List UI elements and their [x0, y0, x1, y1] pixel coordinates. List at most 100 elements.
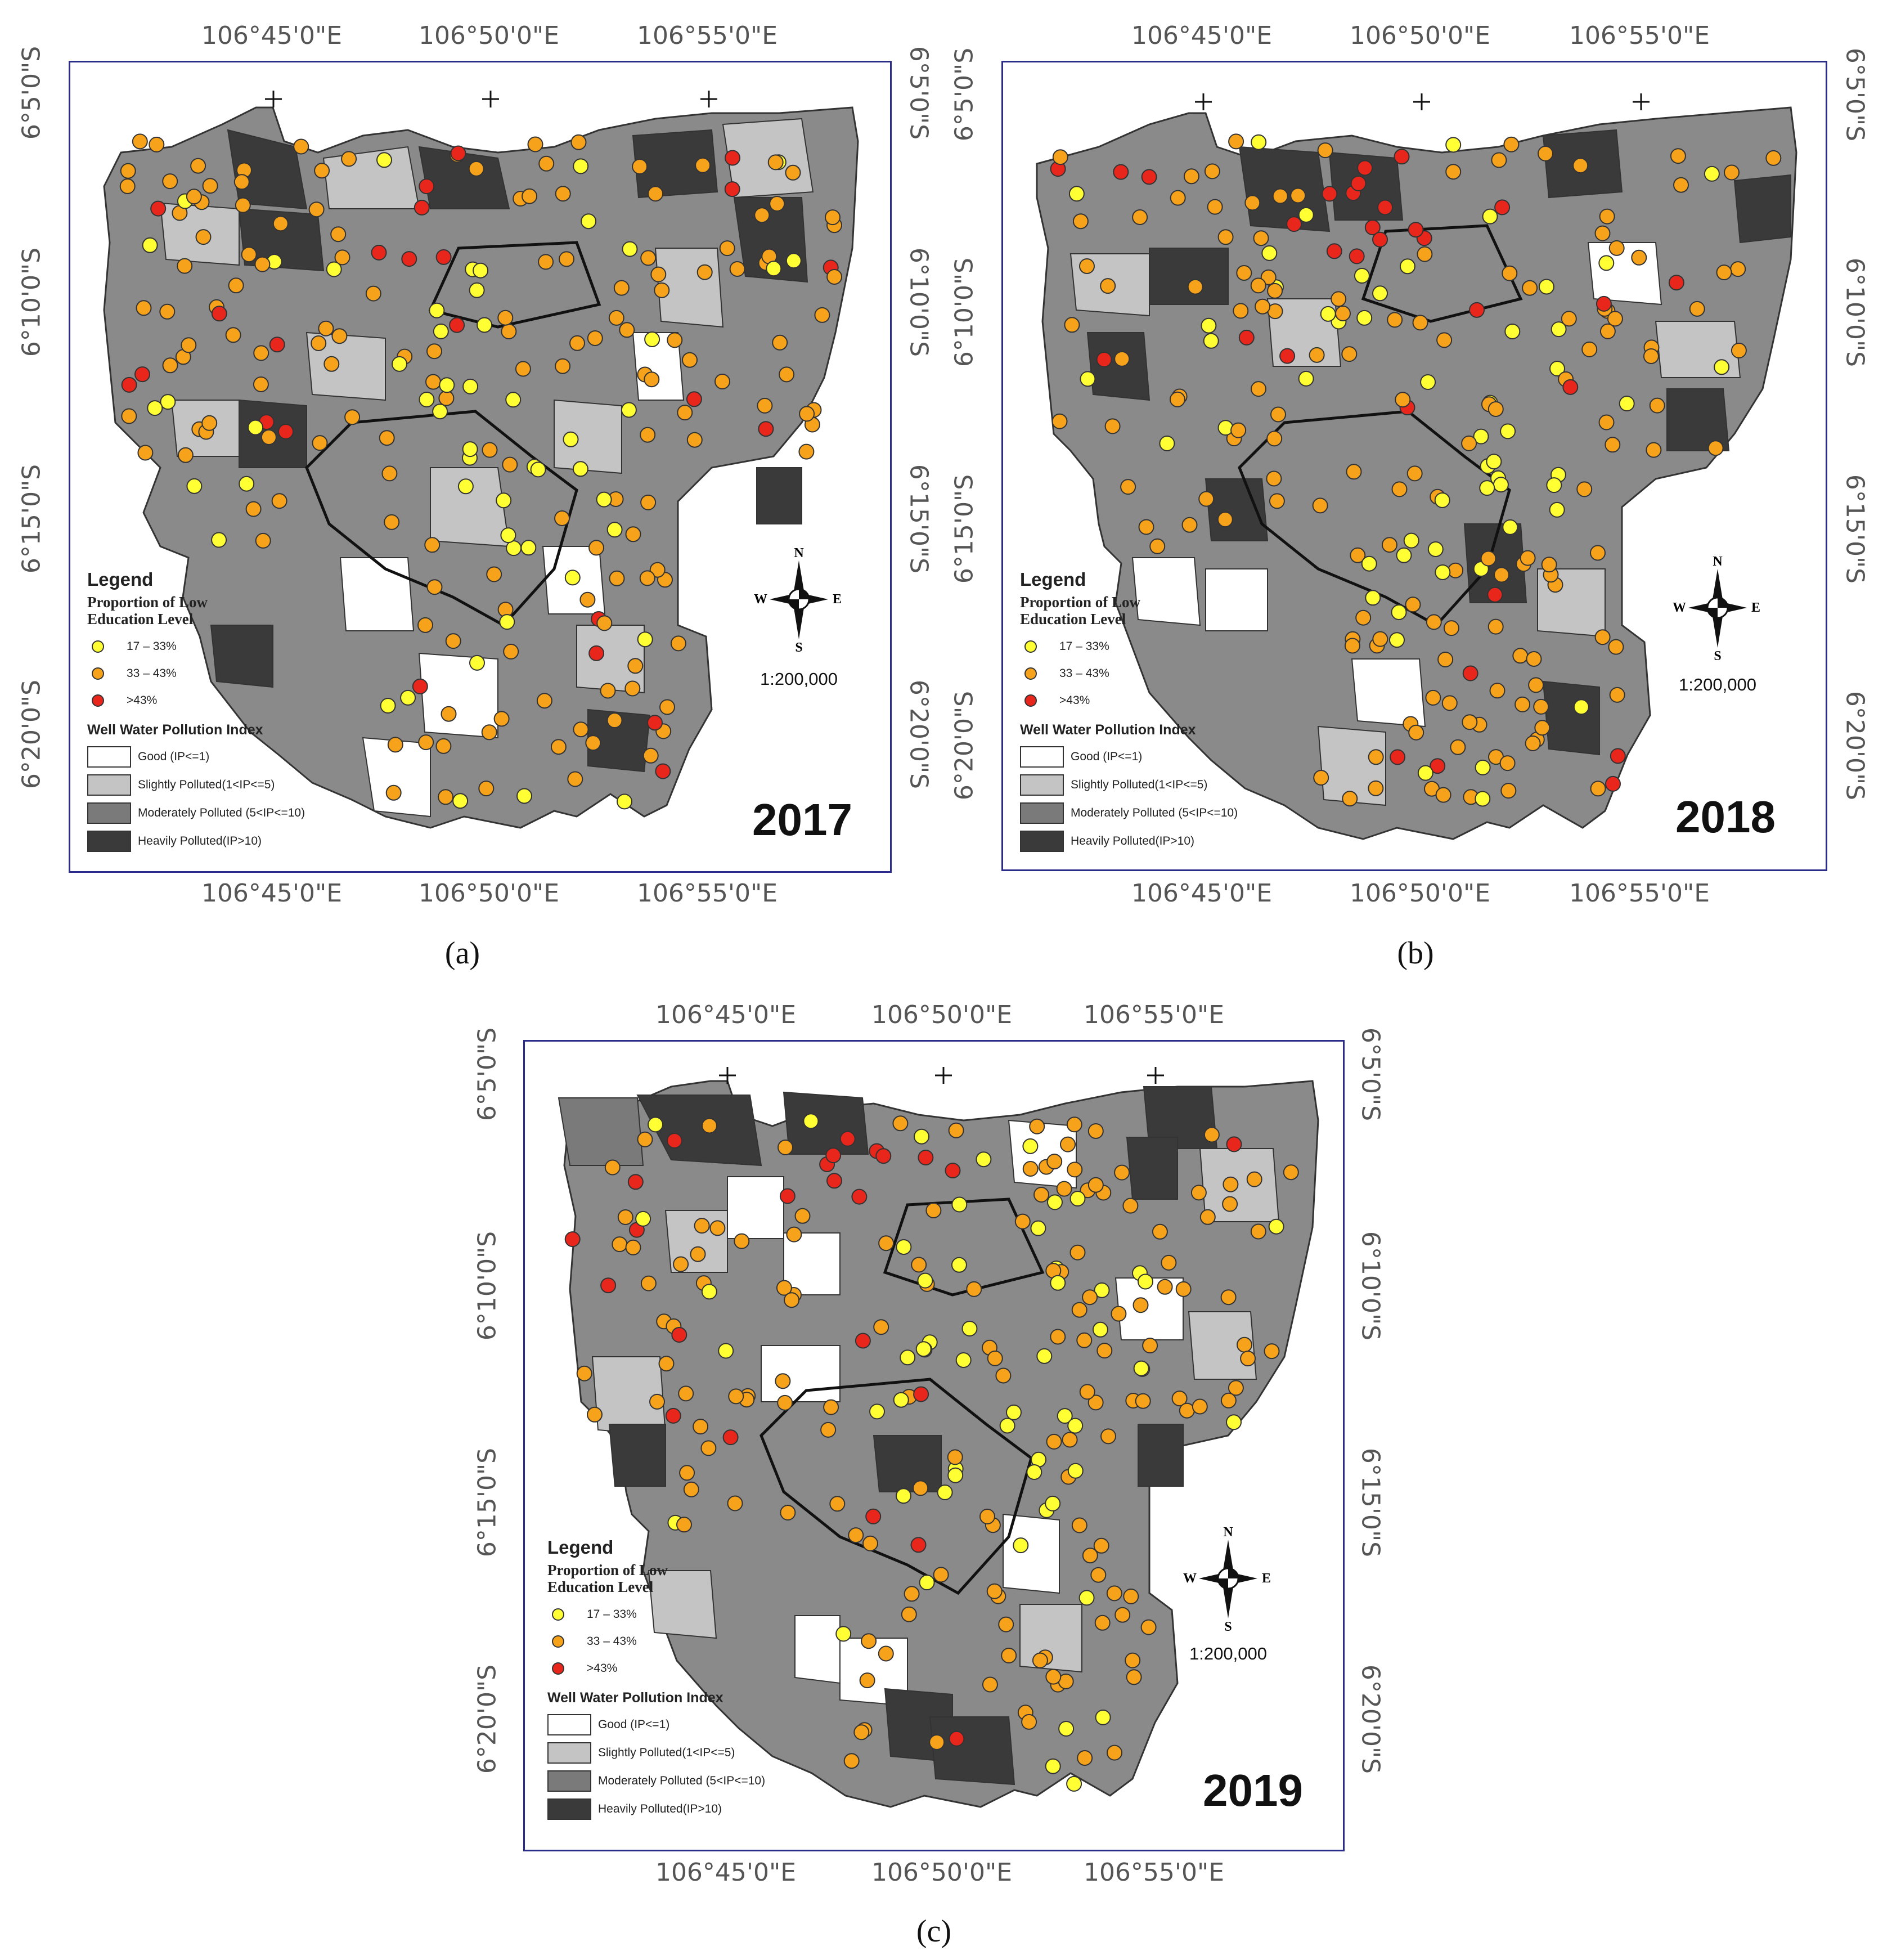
education-marker — [859, 1672, 875, 1689]
education-marker — [1279, 348, 1296, 364]
education-marker — [814, 307, 830, 323]
education-marker — [1133, 1360, 1149, 1376]
education-marker — [1203, 333, 1219, 349]
legend-label: Moderately Polluted (5<IP<=10) — [598, 1774, 766, 1787]
education-marker — [1643, 348, 1659, 364]
education-marker — [666, 1133, 682, 1149]
education-marker — [1434, 492, 1450, 508]
education-marker — [563, 431, 579, 447]
education-marker — [1619, 396, 1635, 412]
lat-label-left: 6°15'0"S — [17, 464, 46, 574]
education-marker — [875, 1148, 892, 1164]
education-marker — [1045, 1758, 1061, 1774]
education-marker — [1489, 683, 1505, 699]
education-marker — [400, 689, 416, 706]
education-marker — [481, 724, 497, 741]
education-marker — [1036, 1348, 1053, 1364]
education-marker — [195, 229, 212, 245]
education-marker — [1357, 160, 1373, 176]
education-marker — [855, 1333, 871, 1349]
education-marker — [1335, 306, 1351, 321]
education-marker — [581, 213, 597, 230]
slight-swatch — [547, 1742, 591, 1764]
legend-education-low: 17 – 33% — [547, 1601, 765, 1628]
education-marker — [1502, 265, 1518, 281]
education-marker — [904, 1586, 920, 1602]
legend-label: Good (IP<=1) — [598, 1718, 670, 1731]
education-marker — [150, 200, 167, 217]
education-marker — [878, 1645, 894, 1662]
education-marker — [1546, 477, 1562, 494]
education-marker — [1106, 1585, 1122, 1602]
education-marker — [1412, 315, 1428, 331]
education-marker — [1260, 269, 1277, 285]
education-marker — [435, 249, 452, 265]
lon-label-bottom: 106°45'0"E — [201, 879, 343, 908]
moderate-swatch — [1020, 802, 1064, 824]
education-marker — [253, 376, 269, 392]
education-marker — [1152, 1223, 1168, 1240]
education-marker — [177, 447, 194, 463]
slight-swatch — [1020, 774, 1064, 796]
map-frame: Legend Proportion of Low Education Level … — [1001, 61, 1827, 871]
education-marker — [1283, 1164, 1299, 1181]
education-marker — [694, 1218, 710, 1234]
education-marker — [640, 494, 657, 510]
education-marker — [486, 566, 502, 582]
legend-label: Moderately Polluted (5<IP<=10) — [1071, 806, 1238, 819]
lat-label-left: 6°20'0"S — [950, 690, 979, 801]
education-marker — [1487, 586, 1503, 603]
education-marker — [1141, 169, 1157, 185]
education-marker — [719, 240, 735, 257]
education-marker — [625, 526, 641, 542]
education-marker — [1391, 604, 1407, 620]
education-marker — [419, 178, 435, 195]
education-marker — [493, 711, 510, 727]
education-marker — [573, 158, 589, 174]
education-marker — [1217, 420, 1234, 436]
choropleth-map — [103, 91, 859, 829]
education-markers — [119, 133, 843, 810]
education-marker — [1029, 1118, 1045, 1134]
education-marker — [554, 510, 570, 526]
education-marker — [1238, 329, 1255, 346]
education-marker — [1067, 1418, 1084, 1434]
lat-label-right: 6°20'0"S — [1840, 690, 1869, 801]
legend-education-mid: 33 – 43% — [547, 1628, 765, 1655]
lat-label-right: 6°10'0"S — [1840, 257, 1869, 367]
education-marker — [1326, 243, 1342, 259]
education-marker — [937, 1484, 953, 1500]
education-marker — [1417, 246, 1433, 262]
education-marker — [829, 1496, 846, 1512]
panel-caption: (c) — [916, 1914, 952, 1949]
legend-label: >43% — [127, 694, 158, 707]
education-marker — [1526, 651, 1542, 667]
education-marker — [695, 157, 711, 173]
education-marker — [998, 1616, 1014, 1632]
legend-label: 17 – 33% — [587, 1608, 637, 1621]
education-marker — [613, 280, 630, 296]
red-dot-swatch — [92, 694, 104, 707]
education-marker — [725, 150, 740, 166]
education-marker — [1090, 1567, 1107, 1583]
education-marker — [911, 1257, 927, 1273]
education-marker — [344, 409, 361, 425]
education-marker — [673, 1256, 689, 1272]
education-marker — [418, 734, 434, 751]
legend-label: Slightly Polluted(1<IP<=5) — [598, 1746, 735, 1759]
education-marker — [499, 614, 515, 630]
education-marker — [254, 256, 271, 272]
education-marker — [1201, 317, 1217, 334]
education-marker — [826, 269, 843, 285]
education-marker — [1066, 1116, 1082, 1133]
education-marker — [1408, 724, 1424, 741]
education-marker — [1111, 1306, 1127, 1322]
orange-dot-swatch — [1024, 667, 1037, 680]
education-marker — [1056, 1181, 1072, 1197]
legend-education-mid: 33 – 43% — [87, 660, 305, 687]
education-marker — [1087, 1394, 1104, 1411]
education-marker — [709, 1220, 726, 1236]
education-marker — [1142, 1338, 1158, 1354]
education-marker — [1046, 1433, 1062, 1450]
education-marker — [1605, 437, 1621, 453]
